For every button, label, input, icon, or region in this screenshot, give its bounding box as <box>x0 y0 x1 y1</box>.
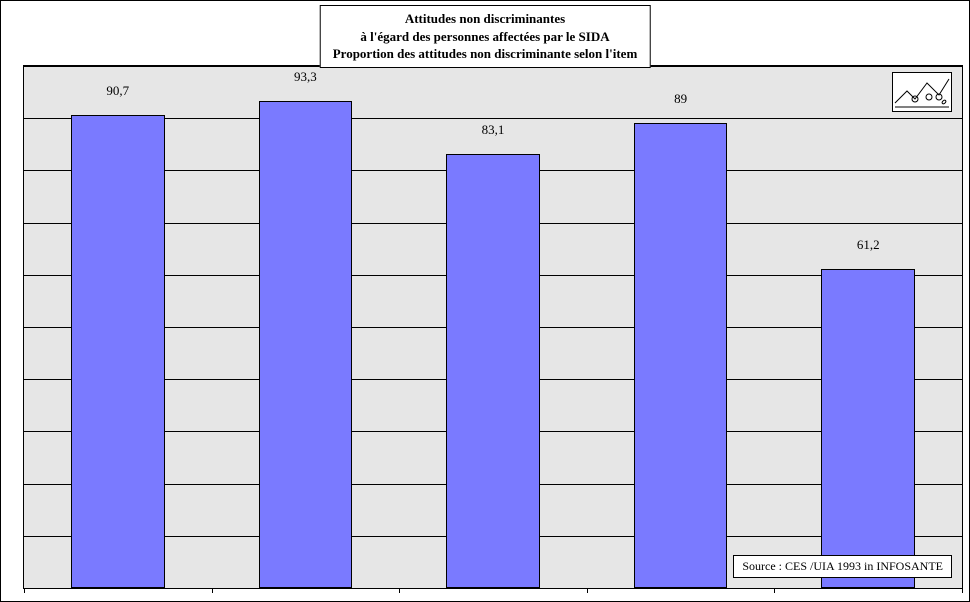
bar-value-label: 83,1 <box>482 122 505 138</box>
x-tick <box>587 588 588 593</box>
title-line-1: Attitudes non discriminantes <box>333 10 638 28</box>
x-tick <box>774 588 775 593</box>
x-tick <box>212 588 213 593</box>
bar <box>71 115 165 588</box>
bar <box>446 154 540 588</box>
source-box: Source : CES /UIA 1993 in INFOSANTE <box>733 555 952 578</box>
plot-area: Source : CES /UIA 1993 in INFOSANTE 90,7… <box>23 65 963 589</box>
logo-box <box>892 72 952 112</box>
bar-value-label: 89 <box>674 91 687 107</box>
x-tick <box>962 588 963 593</box>
bar-value-label: 61,2 <box>857 237 880 253</box>
bar <box>259 101 353 588</box>
gridline <box>24 118 962 119</box>
chart-container: Attitudes non discriminantes à l'égard d… <box>0 0 970 602</box>
x-tick <box>399 588 400 593</box>
bar-value-label: 90,7 <box>106 83 129 99</box>
chart-title-box: Attitudes non discriminantes à l'égard d… <box>320 5 651 68</box>
title-line-2: à l'égard des personnes affectées par le… <box>333 28 638 46</box>
title-line-3: Proportion des attitudes non discriminan… <box>333 45 638 63</box>
bar <box>821 269 915 588</box>
source-text: Source : CES /UIA 1993 in INFOSANTE <box>742 559 943 573</box>
x-tick <box>24 588 25 593</box>
bar-value-label: 93,3 <box>294 69 317 85</box>
decorative-logo-icon <box>893 73 951 111</box>
bar <box>634 123 728 588</box>
